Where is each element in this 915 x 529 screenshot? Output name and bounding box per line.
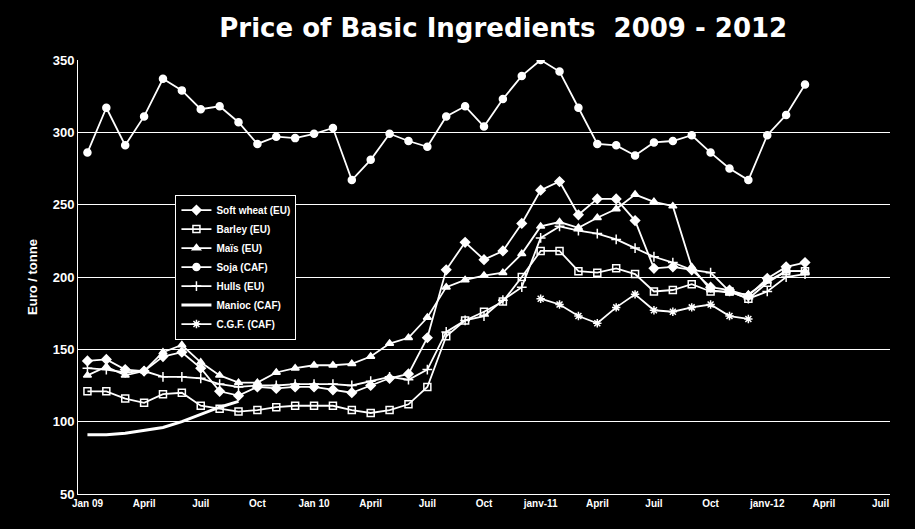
svg-text:150: 150 [53, 342, 75, 357]
svg-text:250: 250 [53, 197, 75, 212]
svg-text:Price of Basic Ingredients 20: Price of Basic Ingredients 2009 - 2012 [219, 13, 787, 43]
svg-text:Juil: Juil [645, 498, 662, 509]
svg-text:Soja (CAF): Soja (CAF) [216, 262, 267, 273]
svg-text:janv-11: janv-11 [523, 498, 558, 509]
svg-text:Euro / tonne: Euro / tonne [25, 239, 40, 315]
svg-text:Jan 10: Jan 10 [298, 498, 330, 509]
svg-text:350: 350 [53, 53, 75, 68]
svg-text:Oct: Oct [476, 498, 493, 509]
svg-text:April: April [133, 498, 156, 509]
svg-text:Barley (EU): Barley (EU) [216, 224, 270, 235]
svg-text:April: April [813, 498, 836, 509]
svg-text:200: 200 [53, 270, 75, 285]
svg-text:Oct: Oct [702, 498, 719, 509]
svg-text:Juil: Juil [192, 498, 209, 509]
svg-text:50: 50 [60, 487, 74, 502]
svg-text:100: 100 [53, 414, 75, 429]
svg-text:Manioc (CAF): Manioc (CAF) [216, 300, 280, 311]
svg-text:Jan 09: Jan 09 [72, 498, 104, 509]
svg-text:janv-12: janv-12 [749, 498, 785, 509]
svg-text:April: April [359, 498, 382, 509]
svg-text:300: 300 [53, 125, 75, 140]
svg-text:Juil: Juil [872, 498, 889, 509]
svg-text:Maïs (EU): Maïs (EU) [216, 243, 262, 254]
svg-text:Hulls (EU): Hulls (EU) [216, 281, 264, 292]
svg-text:C.G.F. (CAF): C.G.F. (CAF) [216, 319, 274, 330]
svg-text:Juil: Juil [419, 498, 436, 509]
svg-text:Oct: Oct [249, 498, 266, 509]
svg-text:Soft wheat (EU): Soft wheat (EU) [216, 205, 290, 216]
svg-text:April: April [586, 498, 609, 509]
